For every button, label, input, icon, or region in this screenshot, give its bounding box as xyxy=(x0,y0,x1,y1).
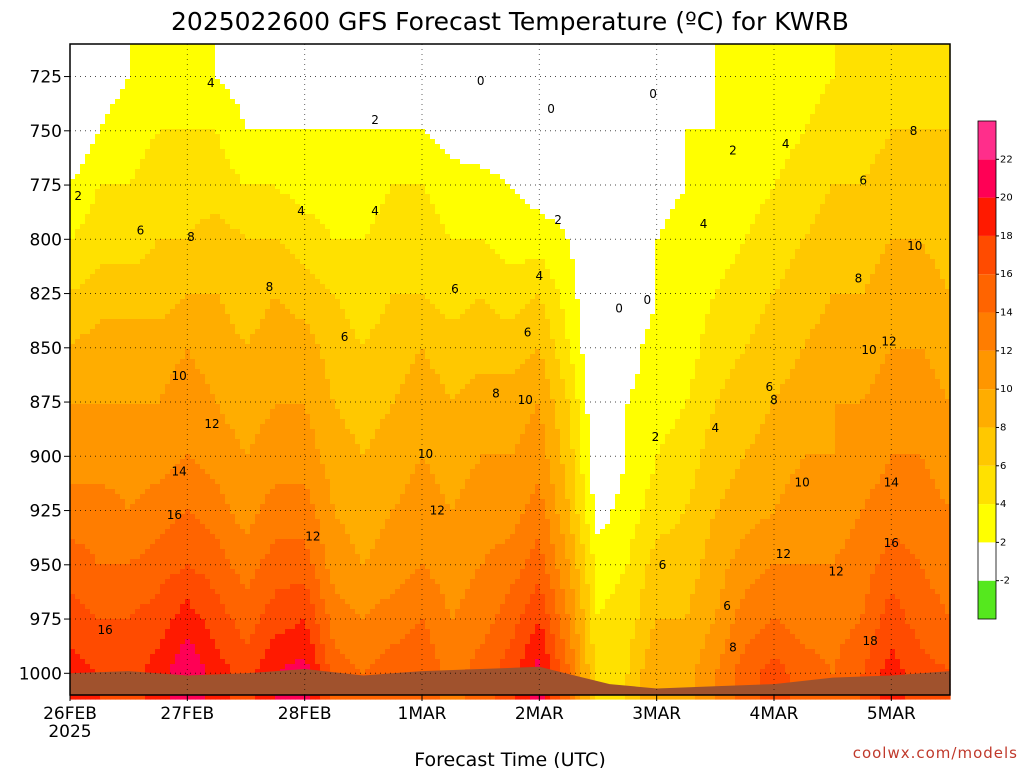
y-tick-label: 850 xyxy=(30,339,62,359)
contour-label: 18 xyxy=(863,634,878,648)
contour-label: 6 xyxy=(137,224,145,238)
contour-label: 10 xyxy=(861,343,876,357)
contour-label: 6 xyxy=(451,282,459,296)
plot-area xyxy=(70,44,951,700)
contour-label: 2 xyxy=(554,213,562,227)
contour-label: 8 xyxy=(492,386,500,400)
colorbar-label: 18 xyxy=(1000,231,1013,242)
x-tick-label: 27FEB xyxy=(160,704,214,724)
contour-label: 6 xyxy=(859,174,867,188)
y-tick-label: 800 xyxy=(30,230,62,250)
contour-label: 4 xyxy=(297,204,305,218)
colorbar-swatch xyxy=(978,466,996,504)
y-tick-label: 925 xyxy=(30,502,62,522)
colorbar-legend: -2 2 4 6 8 10 12 14 16 18 20 22 xyxy=(978,121,1013,619)
contour-label: 8 xyxy=(855,271,863,285)
colorbar-swatch xyxy=(978,236,996,274)
contour-label: 12 xyxy=(204,417,219,431)
x-tick-label: 4MAR xyxy=(750,704,799,724)
y-tick-label: 825 xyxy=(30,285,62,305)
colorbar-swatch xyxy=(978,389,996,427)
contour-label: 4 xyxy=(207,76,215,90)
colorbar-label: -2 xyxy=(1000,576,1010,587)
credit-text: coolwx.com/models xyxy=(853,744,1018,762)
x-tick-label: 26FEB xyxy=(43,704,97,724)
contour-label: 0 xyxy=(477,74,485,88)
y-tick-label: 750 xyxy=(30,122,62,142)
colorbar-swatch xyxy=(978,121,996,159)
colorbar-swatch xyxy=(978,427,996,465)
colorbar-label: 6 xyxy=(1000,461,1006,472)
colorbar-swatch xyxy=(978,198,996,236)
y-tick-label: 1000 xyxy=(19,664,62,684)
contour-label: 2 xyxy=(371,113,379,127)
colorbar-swatch xyxy=(978,159,996,197)
contour-label: 6 xyxy=(524,326,532,340)
x-axis-label: Forecast Time (UTC) xyxy=(414,749,605,768)
colorbar-swatch xyxy=(978,581,996,619)
contour-label: 10 xyxy=(518,393,533,407)
colorbar-label: 20 xyxy=(1000,193,1013,204)
y-tick-label: 725 xyxy=(30,68,62,88)
contour-label: 12 xyxy=(776,547,791,561)
contour-label: 8 xyxy=(729,640,737,654)
colorbar-label: 16 xyxy=(1000,269,1013,280)
contour-label: 14 xyxy=(171,465,186,479)
colorbar-label: 14 xyxy=(1000,308,1013,319)
colorbar-label: 22 xyxy=(1000,154,1013,165)
x-tick-year: 2025 xyxy=(48,722,91,742)
colorbar-label: 10 xyxy=(1000,384,1013,395)
colorbar-label: 8 xyxy=(1000,422,1006,433)
contour-label: 0 xyxy=(615,302,623,316)
contour-label: 4 xyxy=(711,421,719,435)
colorbar-swatch xyxy=(978,351,996,389)
contour-label: 12 xyxy=(829,564,844,578)
contour-label: 4 xyxy=(782,137,790,151)
colorbar-swatch xyxy=(978,313,996,351)
contour-label: 12 xyxy=(430,504,445,518)
contour-label: 2 xyxy=(652,430,660,444)
contour-label: 10 xyxy=(418,447,433,461)
contour-label: 16 xyxy=(884,536,899,550)
y-tick-label: 975 xyxy=(30,610,62,630)
contour-label: 6 xyxy=(723,599,731,613)
contour-label: 16 xyxy=(98,623,113,637)
contour-label: 2 xyxy=(729,143,737,157)
contour-label: 10 xyxy=(907,239,922,253)
x-tick-label: 3MAR xyxy=(632,704,681,724)
y-tick-label: 775 xyxy=(30,176,62,196)
x-tick-label: 5MAR xyxy=(867,704,916,724)
colorbar-swatch xyxy=(978,542,996,580)
contour-label: 8 xyxy=(266,280,274,294)
contour-label: 2 xyxy=(74,189,82,203)
y-tick-label: 900 xyxy=(30,447,62,467)
x-tick-label: 2MAR xyxy=(515,704,564,724)
contour-label: 6 xyxy=(765,380,773,394)
contour-label: 10 xyxy=(795,475,810,489)
contour-label: 12 xyxy=(881,334,896,348)
colorbar-label: 4 xyxy=(1000,499,1006,510)
contour-label: 4 xyxy=(700,217,708,231)
colorbar-label: 2 xyxy=(1000,537,1006,548)
y-tick-label: 950 xyxy=(30,556,62,576)
x-tick-label: 1MAR xyxy=(398,704,447,724)
contour-label: 10 xyxy=(171,369,186,383)
y-tick-label: 875 xyxy=(30,393,62,413)
contour-label: 0 xyxy=(643,293,651,307)
colorbar-swatch xyxy=(978,504,996,542)
contour-label: 14 xyxy=(884,475,899,489)
contour-label: 12 xyxy=(305,530,320,544)
contour-label: 6 xyxy=(341,330,349,344)
chart-title: 2025022600 GFS Forecast Temperature (ºC)… xyxy=(171,7,849,36)
contour-label: 8 xyxy=(187,230,195,244)
colorbar-swatch xyxy=(978,274,996,312)
colorbar-label: 12 xyxy=(1000,346,1013,357)
x-tick-label: 28FEB xyxy=(278,704,332,724)
contour-label: 4 xyxy=(371,204,379,218)
contour-label: 0 xyxy=(547,102,555,116)
contour-label: 0 xyxy=(649,87,657,101)
contour-label: 4 xyxy=(535,269,543,283)
contour-label: 16 xyxy=(167,508,182,522)
